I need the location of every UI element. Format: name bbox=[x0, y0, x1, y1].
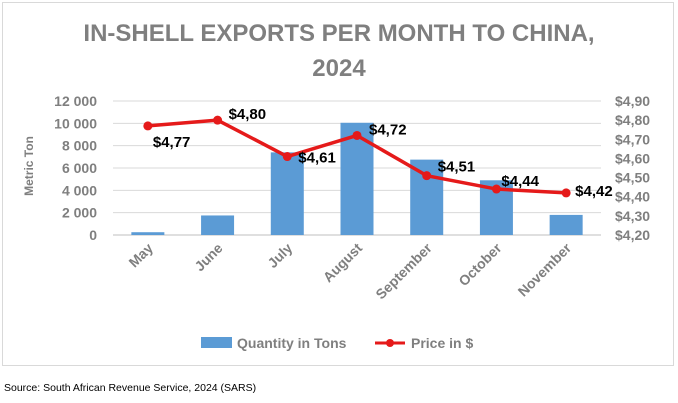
x-axis: May June July August September October Novembe… bbox=[125, 239, 574, 302]
price-point-october bbox=[491, 184, 501, 194]
price-point-august bbox=[352, 130, 362, 140]
y2-tick-label: $4,60 bbox=[615, 150, 650, 166]
chart-title-line-2: 2024 bbox=[312, 55, 366, 82]
y-tick-label: 10 000 bbox=[54, 115, 97, 131]
data-labels: $4,77 $4,80 $4,61 $4,72 $4,51 $4,44 $4,42 bbox=[153, 106, 613, 200]
y2-tick-label: $4,70 bbox=[615, 131, 650, 147]
y-axis-right: $4,90 $4,80 $4,70 $4,60 $4,50 $4,40 $4,30 $4,20 bbox=[615, 93, 650, 243]
price-data-label: $4,77 bbox=[153, 134, 191, 151]
x-tick-label: November bbox=[515, 239, 575, 299]
price-data-label: $4,72 bbox=[369, 121, 407, 138]
y2-tick-label: $4,30 bbox=[615, 208, 650, 224]
bar-november bbox=[549, 214, 583, 235]
bar-june bbox=[201, 215, 235, 235]
y-tick-label: 2 000 bbox=[62, 205, 97, 221]
price-point-may bbox=[143, 121, 153, 131]
price-data-label: $4,51 bbox=[438, 159, 476, 176]
y2-tick-label: $4,90 bbox=[615, 93, 650, 109]
chart-frame: IN-SHELL EXPORTS PER MONTH TO CHINA, 202… bbox=[2, 2, 674, 366]
line-series bbox=[143, 115, 571, 198]
chart-title: IN-SHELL EXPORTS PER MONTH TO CHINA, 202… bbox=[83, 20, 594, 82]
price-data-label: $4,44 bbox=[501, 173, 539, 190]
y2-tick-label: $4,40 bbox=[615, 189, 650, 205]
y-tick-label: 0 bbox=[89, 227, 97, 243]
legend-marker-price bbox=[386, 339, 394, 347]
price-point-july bbox=[282, 152, 292, 162]
bar-july bbox=[270, 152, 304, 235]
price-point-november bbox=[561, 188, 571, 198]
chart: IN-SHELL EXPORTS PER MONTH TO CHINA, 202… bbox=[22, 20, 650, 351]
price-point-september bbox=[422, 171, 432, 181]
y-tick-label: 8 000 bbox=[62, 138, 97, 154]
bar-series bbox=[131, 122, 583, 235]
y-tick-label: 4 000 bbox=[62, 182, 97, 198]
y2-tick-label: $4,20 bbox=[615, 227, 650, 243]
legend: Quantity in Tons Price in $ bbox=[201, 335, 473, 351]
y-axis-left: 12 000 10 000 8 000 6 000 4 000 2 000 0 bbox=[54, 93, 97, 243]
x-tick-label: October bbox=[455, 239, 505, 289]
source-note: Source: South African Revenue Service, 2… bbox=[4, 382, 257, 394]
price-data-label: $4,80 bbox=[229, 106, 267, 123]
x-tick-label: September bbox=[372, 239, 435, 302]
x-tick-label: May bbox=[125, 240, 156, 271]
y-axis-title: Metric Ton bbox=[22, 136, 36, 196]
legend-label-quantity: Quantity in Tons bbox=[237, 335, 347, 351]
x-tick-label: August bbox=[320, 240, 366, 286]
legend-swatch-quantity bbox=[201, 337, 232, 348]
x-tick-label: July bbox=[264, 240, 295, 271]
y2-tick-label: $4,80 bbox=[615, 112, 650, 128]
x-tick-label: June bbox=[191, 240, 226, 275]
price-data-label: $4,61 bbox=[298, 150, 336, 167]
chart-title-line-1: IN-SHELL EXPORTS PER MONTH TO CHINA, bbox=[83, 20, 594, 47]
price-point-june bbox=[213, 115, 223, 125]
y2-tick-label: $4,50 bbox=[615, 170, 650, 186]
legend-label-price: Price in $ bbox=[411, 335, 473, 351]
price-data-label: $4,42 bbox=[575, 183, 613, 200]
y-tick-label: 12 000 bbox=[54, 93, 97, 109]
bar-may bbox=[131, 232, 165, 235]
y-tick-label: 6 000 bbox=[62, 160, 97, 176]
